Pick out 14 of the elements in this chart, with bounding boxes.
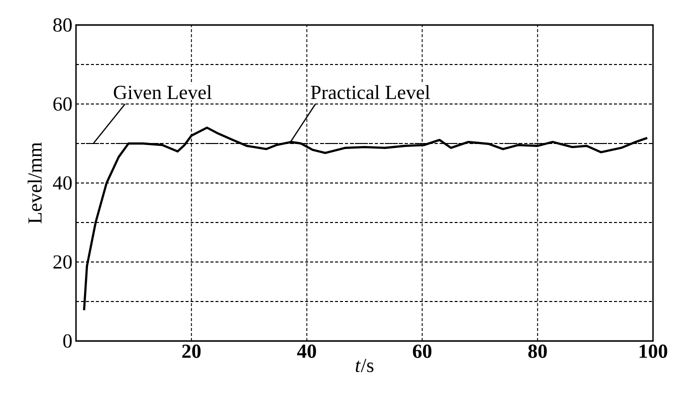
x-tick-label: 80 xyxy=(528,344,547,358)
x-tick-label: 20 xyxy=(182,344,201,358)
y-axis-title: Level/mm xyxy=(28,142,42,224)
x-axis-title: t/s xyxy=(356,358,374,372)
x-tick-label: 100 xyxy=(640,344,668,358)
text: Given Level xyxy=(114,85,212,100)
y-tick-label: 80 xyxy=(53,18,72,32)
x-tick-label: 40 xyxy=(297,344,316,358)
text: Practical Level xyxy=(310,85,430,100)
x-tick-label: 60 xyxy=(412,344,432,358)
y-tick-label: 20 xyxy=(53,255,72,269)
y-tick-label: 60 xyxy=(53,97,72,111)
y-tick-label: 0 xyxy=(63,334,72,348)
y-tick-label: 40 xyxy=(52,176,72,190)
